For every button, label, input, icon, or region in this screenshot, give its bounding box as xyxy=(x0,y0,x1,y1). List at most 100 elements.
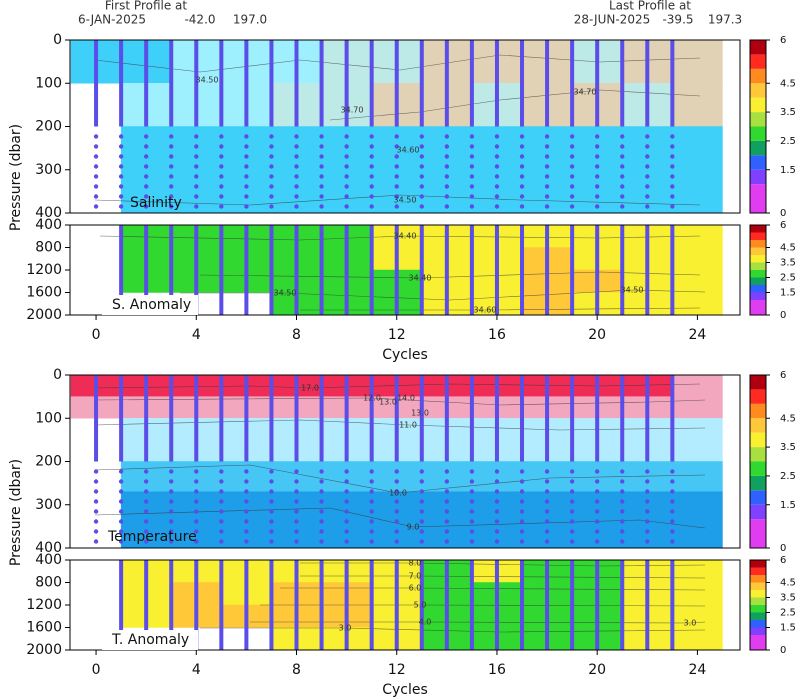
profile-dot xyxy=(294,499,299,504)
profile-dot xyxy=(294,539,299,544)
profile-dot xyxy=(645,499,650,504)
profile-dot xyxy=(519,489,525,494)
profile-dot xyxy=(194,509,199,514)
colorbar-band xyxy=(750,83,766,98)
cell xyxy=(672,169,723,213)
profile-dot xyxy=(219,184,224,189)
profile-dot xyxy=(444,489,450,494)
profile-dot xyxy=(394,539,399,544)
profile-dot xyxy=(645,194,650,199)
profile-dot xyxy=(569,539,575,544)
colorbar-band xyxy=(750,277,766,285)
profile-dot xyxy=(194,499,199,504)
profile-dot xyxy=(419,144,424,149)
profile-dot xyxy=(369,539,374,544)
profile-dot xyxy=(118,519,124,524)
last-profile-lat: -39.5 xyxy=(662,13,693,27)
profile-dot xyxy=(319,134,324,139)
colorbar-frame xyxy=(749,374,767,549)
profile-dot xyxy=(645,164,650,169)
profile-dot xyxy=(594,499,600,504)
profile-dot xyxy=(344,479,349,484)
colorbar-band xyxy=(750,447,766,462)
colorbar-tick-label: 0 xyxy=(780,208,786,219)
profile-dot xyxy=(244,529,249,534)
profile-dot xyxy=(519,499,525,504)
profile-dot xyxy=(444,144,450,149)
panel-label: S. Anomaly xyxy=(112,297,191,313)
profile-dot xyxy=(469,174,475,179)
profile-dot xyxy=(194,164,199,169)
profile-dot xyxy=(169,489,174,494)
profile-dot xyxy=(294,519,299,524)
profile-dot xyxy=(394,509,399,514)
colorbar-band xyxy=(750,155,766,170)
profile-dot xyxy=(319,184,324,189)
colorbar-band xyxy=(750,612,766,620)
profile-dot xyxy=(594,509,600,514)
profile-dot xyxy=(670,204,675,209)
contour-label: 34.70 xyxy=(341,106,364,115)
colorbar-band xyxy=(750,627,766,635)
x-tick-label: 8 xyxy=(292,327,301,343)
profile-dot xyxy=(194,479,199,484)
profile-dot xyxy=(169,509,174,514)
profile-dot xyxy=(219,144,224,149)
contour-line xyxy=(94,419,706,431)
colorbar-band xyxy=(750,54,766,69)
contour-label: 6.0 xyxy=(409,584,422,593)
y-tick-label: 100 xyxy=(35,410,62,426)
profile-dot xyxy=(670,519,675,524)
panel-label: T. Anomaly xyxy=(111,632,189,648)
colorbar-band xyxy=(750,403,766,419)
profile-dot xyxy=(344,469,349,474)
x-axis-label: Cycles xyxy=(382,347,428,363)
cell xyxy=(321,461,372,493)
profile-dot xyxy=(269,539,274,544)
profile-dot xyxy=(344,204,349,209)
profile-dot xyxy=(569,479,575,484)
colorbar-band xyxy=(750,292,766,300)
contour-label: 10.0 xyxy=(389,489,407,498)
x-tick-label: 20 xyxy=(588,327,606,343)
profile-dot xyxy=(319,154,324,159)
profile-dot xyxy=(194,519,199,524)
profile-dot xyxy=(670,154,675,159)
colorbar-band xyxy=(750,567,766,575)
profile-dot xyxy=(93,479,99,484)
profile-dot xyxy=(519,469,525,474)
profile-dot xyxy=(344,144,349,149)
colorbar-band xyxy=(750,126,766,141)
profile-dot xyxy=(93,154,99,159)
profile-dot xyxy=(194,204,199,209)
contour-label: 8.0 xyxy=(409,559,422,568)
cell xyxy=(221,461,272,493)
profile-dot xyxy=(519,144,525,149)
profile-dot xyxy=(269,174,274,179)
profile-dot xyxy=(544,509,550,514)
profile-dot xyxy=(169,184,174,189)
colorbar-band xyxy=(750,432,766,448)
cell xyxy=(672,604,723,628)
profile-dot xyxy=(344,529,349,534)
cell xyxy=(672,418,723,462)
profile-dot xyxy=(294,184,299,189)
y-tick-label: 400 xyxy=(35,552,62,568)
contour-label: 34.40 xyxy=(394,232,417,241)
profile-dot xyxy=(369,184,374,189)
profile-dot xyxy=(93,164,99,169)
profile-dot xyxy=(620,529,625,534)
profile-dot xyxy=(494,529,500,534)
last-profile-date: 28-JUN-2025 xyxy=(574,13,650,27)
profile-dot xyxy=(394,144,399,149)
profile-dot xyxy=(118,489,124,494)
profile-dot xyxy=(369,509,374,514)
profile-dot xyxy=(118,469,124,474)
contour-line xyxy=(280,587,706,591)
y-tick-label: 400 xyxy=(35,217,62,233)
contour-label: 17.0 xyxy=(301,384,319,393)
profile-dot xyxy=(594,194,600,199)
contour-label: 34.50 xyxy=(274,289,297,298)
profile-dot xyxy=(194,184,199,189)
colorbar-band xyxy=(750,97,766,113)
